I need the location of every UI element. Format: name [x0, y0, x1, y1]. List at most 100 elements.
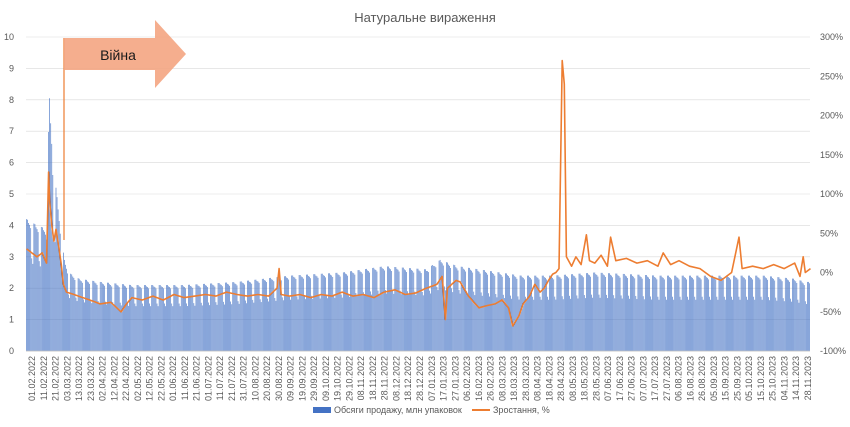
bar — [61, 279, 63, 351]
bar — [53, 237, 55, 351]
bar — [709, 296, 710, 351]
bar — [35, 227, 37, 351]
bar — [644, 275, 646, 351]
x-tick-label: 20.08.2022 — [262, 356, 272, 401]
bar — [260, 302, 262, 351]
bar — [601, 272, 603, 351]
bar — [362, 292, 364, 351]
bar — [133, 288, 135, 351]
bar — [546, 279, 547, 351]
bar — [553, 279, 555, 351]
bar — [338, 275, 340, 351]
bar — [396, 268, 398, 351]
bar — [522, 277, 524, 351]
bar — [638, 274, 640, 351]
bar — [797, 299, 799, 351]
bar — [500, 275, 502, 351]
bar — [731, 296, 732, 351]
bar — [238, 303, 240, 351]
bar — [454, 265, 456, 351]
bar — [712, 275, 713, 351]
bar — [590, 276, 591, 351]
bar — [57, 209, 59, 351]
bar — [641, 278, 643, 351]
bar — [299, 275, 301, 351]
bar — [365, 269, 366, 351]
bar — [542, 275, 544, 351]
bar — [137, 285, 139, 351]
bar — [73, 277, 75, 351]
bar — [628, 295, 629, 351]
bar — [617, 275, 619, 351]
bar — [28, 222, 29, 351]
bar — [409, 268, 410, 351]
bar — [46, 239, 47, 351]
x-tick-label: 29.10.2022 — [344, 356, 354, 401]
bar — [132, 287, 134, 351]
bar — [352, 272, 354, 351]
bar — [359, 271, 361, 351]
x-tick-label: 25.10.2023 — [768, 356, 778, 401]
bar — [752, 279, 753, 351]
bar — [327, 298, 328, 351]
bar — [337, 274, 339, 351]
bar — [561, 296, 563, 351]
bar — [187, 306, 188, 351]
bar — [562, 299, 564, 351]
bar — [68, 294, 69, 351]
bar — [653, 275, 655, 351]
bar — [482, 269, 484, 351]
bar — [600, 272, 602, 351]
bar — [234, 283, 236, 351]
bar — [207, 287, 208, 351]
bar — [381, 268, 383, 351]
bar — [84, 302, 85, 351]
bar — [211, 283, 213, 351]
bar — [649, 279, 650, 351]
bar — [723, 296, 725, 351]
bar — [125, 286, 126, 351]
x-tick-label: 07.06.2023 — [603, 356, 613, 401]
bar — [305, 299, 306, 351]
bar — [440, 262, 442, 351]
bar — [232, 282, 234, 351]
bar — [356, 296, 358, 351]
bar — [186, 303, 187, 351]
bar — [416, 268, 418, 351]
bar — [701, 296, 703, 351]
x-tick-label: 22.04.2022 — [121, 356, 131, 401]
bar — [96, 284, 98, 351]
bar — [557, 275, 559, 351]
bar — [415, 294, 417, 351]
bar — [692, 277, 693, 351]
bar — [423, 269, 425, 351]
bar — [715, 279, 717, 351]
chart-title: Натуральне вираження — [354, 10, 496, 25]
bar — [95, 283, 97, 351]
bar — [751, 277, 752, 351]
bar — [272, 279, 274, 351]
bar — [480, 292, 482, 351]
bar — [606, 294, 607, 351]
bar — [196, 284, 198, 351]
bar — [71, 274, 73, 351]
bar — [105, 301, 106, 351]
bar — [521, 277, 523, 351]
bar — [239, 281, 241, 351]
line-series-growth — [26, 59, 811, 327]
bar — [157, 306, 159, 351]
bar — [467, 294, 468, 351]
bar — [257, 281, 259, 351]
bar — [640, 277, 642, 351]
x-tick-label: 15.09.2023 — [721, 356, 731, 401]
bar — [422, 295, 424, 351]
bar — [139, 287, 141, 351]
bar — [216, 304, 218, 351]
bar — [527, 275, 528, 351]
bar — [92, 280, 94, 351]
x-tick-label: 26.02.2023 — [486, 356, 496, 401]
bar — [481, 295, 483, 351]
bar — [335, 272, 337, 351]
bar — [48, 131, 49, 351]
bar — [462, 268, 464, 351]
